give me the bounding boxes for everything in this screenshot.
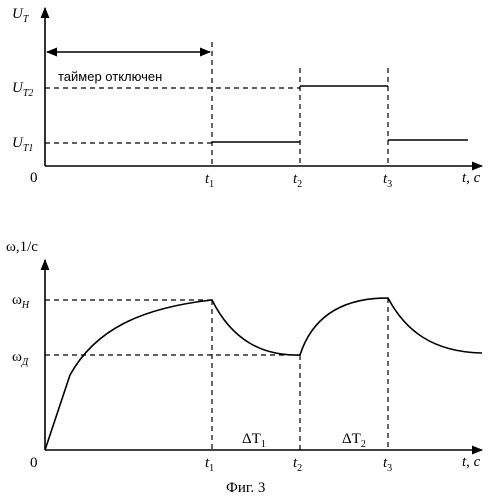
top-tick-t2: t2 (293, 171, 302, 190)
level-label-omega-h: ωH (12, 292, 30, 311)
bottom-tick-t2: t2 (293, 455, 302, 474)
top-x-axis-label: t, c (462, 170, 481, 186)
bottom-tick-t3: t3 (383, 455, 392, 474)
level-label-ut2: UT2 (12, 80, 33, 99)
bottom-tick-t1: t1 (205, 455, 214, 474)
top-y-axis-label: UT (12, 6, 30, 25)
speed-curve (45, 298, 482, 450)
level-label-ut1: UT1 (12, 135, 33, 154)
top-diagram: UT t, c 0 UT2 UT1 таймер отключен t1 t2 … (12, 6, 482, 190)
figure-caption: Фиг. 3 (226, 480, 265, 496)
top-tick-t1: t1 (205, 171, 214, 190)
bottom-origin-label: 0 (30, 455, 38, 471)
timer-off-annotation: таймер отключен (58, 69, 162, 84)
level-label-omega-d: ωД (12, 349, 29, 368)
top-tick-t3: t3 (383, 171, 392, 190)
interval-label-dt1: ΔT1 (242, 431, 266, 450)
interval-label-dt2: ΔT2 (342, 431, 366, 450)
bottom-y-axis-label: ω,1/c (6, 239, 38, 255)
bottom-diagram: ω,1/c t, c 0 ωH ωД ΔT1 ΔT2 t1 t2 t3 (6, 239, 482, 474)
bottom-x-axis-label: t, c (462, 454, 481, 470)
top-origin-label: 0 (30, 170, 38, 186)
